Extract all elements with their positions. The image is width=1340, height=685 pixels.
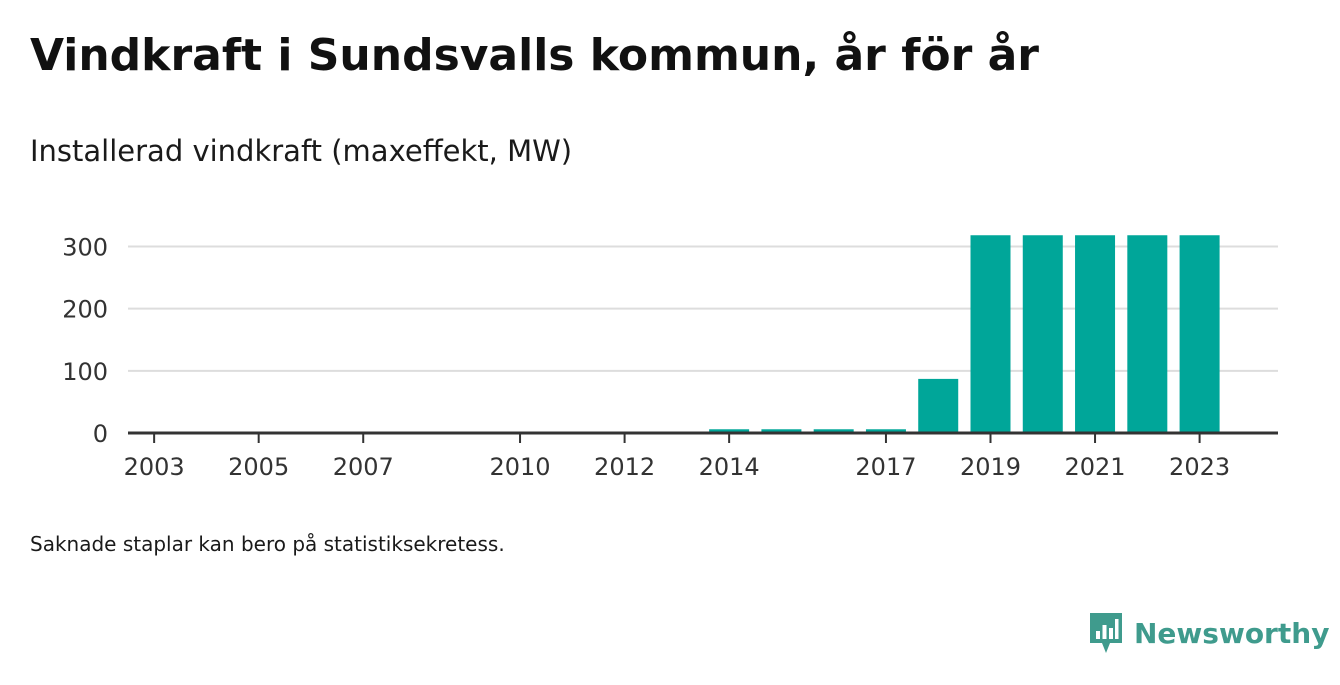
chart-title: Vindkraft i Sundsvalls kommun, år för år [30, 30, 1039, 81]
x-tick-label: 2019 [960, 453, 1021, 481]
bar-2022 [1127, 235, 1168, 433]
x-tick-label: 2023 [1169, 453, 1230, 481]
y-tick-label: 100 [62, 358, 108, 386]
footnote: Saknade staplar kan bero på statistiksek… [30, 532, 505, 556]
brand-name: Newsworthy [1134, 616, 1330, 650]
brand-logo[interactable]: Newsworthy [1088, 611, 1329, 655]
x-tick-label: 2010 [490, 453, 551, 481]
x-tick-label: 2005 [228, 453, 289, 481]
bar-2019 [970, 235, 1011, 433]
y-tick-label: 0 [93, 420, 108, 448]
bar-2014 [709, 429, 750, 433]
bar-2017 [865, 429, 906, 433]
bar-2020 [1022, 235, 1063, 433]
y-tick-label: 200 [62, 296, 108, 324]
bars [709, 235, 1220, 433]
bar-chart: 0 100 200 300 2003 2005 2007 2010 2012 2014 2017 20… [62, 233, 1278, 481]
x-tick-label: 2021 [1065, 453, 1126, 481]
x-tick-label: 2012 [594, 453, 655, 481]
bar-2018 [918, 378, 959, 433]
x-tick-label: 2017 [855, 453, 916, 481]
bar-2023 [1179, 235, 1220, 433]
axis-labels: 0 100 200 300 2003 2005 2007 2010 2012 2014 2017 20… [62, 233, 1230, 481]
x-tick-label: 2014 [699, 453, 760, 481]
x-tick-label: 2003 [124, 453, 185, 481]
bar-2016 [813, 429, 854, 433]
x-tick-label: 2007 [333, 453, 394, 481]
bar-2015 [761, 429, 802, 433]
x-axis [128, 431, 1278, 443]
newsworthy-logo-icon [1090, 613, 1122, 653]
y-tick-label: 300 [62, 233, 108, 261]
bar-2021 [1075, 235, 1116, 433]
chart-subtitle: Installerad vindkraft (maxeffekt, MW) [30, 134, 573, 168]
